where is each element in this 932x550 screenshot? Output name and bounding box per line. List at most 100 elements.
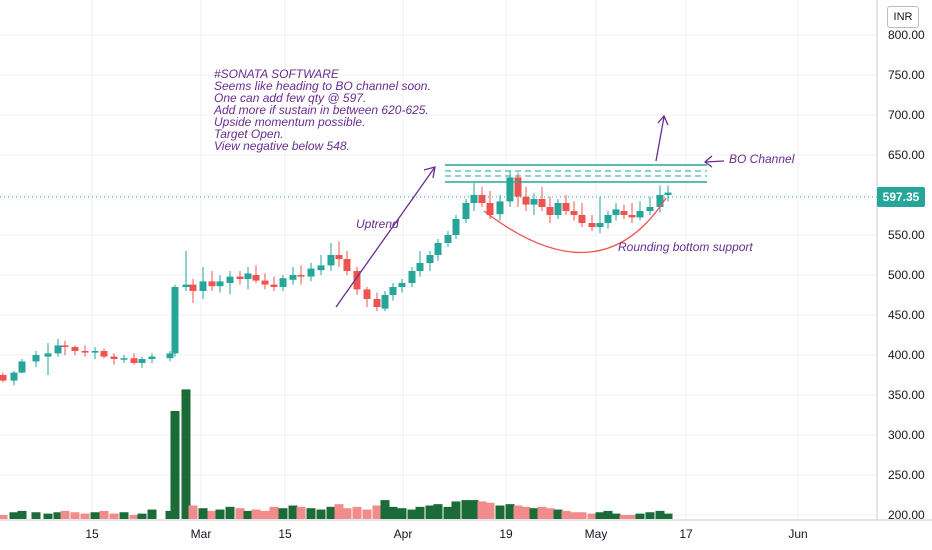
candle bbox=[289, 267, 297, 285]
volume-bar bbox=[326, 506, 336, 519]
volume-bar bbox=[316, 509, 326, 519]
volume-bar bbox=[119, 512, 129, 519]
y-tick-label: 700.00 bbox=[888, 108, 925, 122]
y-tick-label: 300.00 bbox=[888, 428, 925, 442]
candle bbox=[486, 191, 494, 219]
candle bbox=[130, 353, 138, 365]
x-tick-label: 15 bbox=[278, 527, 292, 541]
volume-bar bbox=[645, 512, 655, 519]
volume-bar bbox=[80, 513, 90, 519]
candle bbox=[32, 351, 40, 367]
x-axis: 15 Mar 15 Apr 19 May 17 Jun bbox=[0, 519, 932, 541]
volume-bar bbox=[188, 505, 198, 519]
candle bbox=[327, 243, 335, 271]
volume-bar bbox=[43, 513, 53, 519]
candle bbox=[226, 271, 234, 295]
volume-bar bbox=[380, 500, 390, 519]
candle bbox=[546, 196, 554, 223]
uptrend-arrow bbox=[335, 166, 436, 308]
y-tick-label: 350.00 bbox=[888, 388, 925, 402]
annotation-line: Upside momentum possible. bbox=[214, 115, 365, 129]
candle bbox=[297, 265, 305, 285]
volume-bar bbox=[60, 510, 70, 519]
volume-bar bbox=[537, 506, 547, 519]
annotation-note: #SONATA SOFTWARE Seems like heading to BO… bbox=[213, 67, 431, 153]
bo-channel-label: BO Channel bbox=[729, 152, 795, 166]
volume-bar bbox=[577, 512, 587, 519]
currency-selector[interactable]: INR bbox=[887, 6, 919, 28]
candle bbox=[434, 239, 442, 261]
volume-bar bbox=[495, 505, 505, 519]
candle bbox=[452, 215, 460, 239]
volume-bar bbox=[53, 512, 63, 519]
candle bbox=[604, 211, 612, 229]
candle bbox=[120, 355, 128, 363]
volume-bar bbox=[372, 505, 382, 519]
candle bbox=[470, 183, 478, 211]
volume-bar bbox=[561, 510, 571, 519]
candle bbox=[588, 215, 596, 231]
candle bbox=[522, 187, 530, 211]
volume-bar bbox=[165, 510, 175, 519]
volume-bar bbox=[627, 514, 637, 519]
candle bbox=[656, 185, 664, 213]
candle bbox=[426, 251, 434, 271]
volume-bar bbox=[129, 514, 139, 519]
volume-bar bbox=[198, 508, 208, 519]
volume-bar bbox=[619, 514, 629, 519]
candle bbox=[81, 345, 89, 357]
candle bbox=[636, 201, 644, 221]
y-tick-label: 450.00 bbox=[888, 308, 925, 322]
volume-bar bbox=[443, 506, 453, 519]
candle bbox=[416, 251, 424, 277]
volume-bar bbox=[9, 512, 19, 519]
volume-bar bbox=[288, 505, 298, 519]
candle bbox=[216, 275, 224, 293]
volume-bar bbox=[334, 504, 344, 519]
candle bbox=[0, 372, 7, 383]
uptrend-label: Uptrend bbox=[356, 217, 399, 231]
volume-bar bbox=[587, 513, 597, 519]
volume-bar bbox=[603, 510, 613, 519]
annotation-line: One can add few qty @ 597. bbox=[214, 91, 366, 105]
x-tick-label: Mar bbox=[191, 527, 212, 541]
y-tick-label: 400.00 bbox=[888, 348, 925, 362]
y-tick-label: 550.00 bbox=[888, 228, 925, 242]
candle bbox=[252, 265, 260, 283]
candle bbox=[343, 251, 351, 275]
volume-bar bbox=[352, 506, 362, 519]
annotation-line: View negative below 548. bbox=[214, 139, 350, 153]
rounding-bottom-label: Rounding bottom support bbox=[618, 240, 753, 254]
candle bbox=[208, 271, 216, 291]
volume-bar bbox=[451, 501, 461, 519]
candle bbox=[596, 196, 604, 234]
candle bbox=[363, 287, 371, 307]
volume-bar bbox=[260, 510, 270, 519]
candle bbox=[335, 241, 343, 267]
candle bbox=[578, 203, 586, 227]
y-tick-label: 500.00 bbox=[888, 268, 925, 282]
upside-arrow bbox=[655, 114, 669, 162]
volume-bar bbox=[342, 508, 352, 519]
volume-bar bbox=[269, 506, 279, 519]
volume-bar bbox=[296, 506, 306, 519]
y-tick-label: 800.00 bbox=[888, 28, 925, 42]
candle bbox=[199, 267, 207, 299]
volume-bar bbox=[251, 509, 261, 519]
candle bbox=[307, 263, 315, 282]
y-tick-label: 200.00 bbox=[888, 508, 925, 522]
volume-bar bbox=[31, 512, 41, 519]
x-tick-label: 17 bbox=[679, 527, 693, 541]
volume-bar bbox=[17, 510, 27, 519]
y-tick-label: 650.00 bbox=[888, 148, 925, 162]
volume-bar bbox=[109, 513, 119, 519]
candle bbox=[462, 199, 470, 223]
volume-bar bbox=[147, 509, 157, 519]
candle bbox=[138, 356, 146, 368]
annotation-line: Target Open. bbox=[214, 127, 284, 141]
annotation-line: Add more if sustain in between 620-625. bbox=[213, 103, 429, 117]
volume-bar bbox=[0, 514, 8, 519]
candle bbox=[538, 187, 546, 211]
candle bbox=[10, 371, 18, 386]
